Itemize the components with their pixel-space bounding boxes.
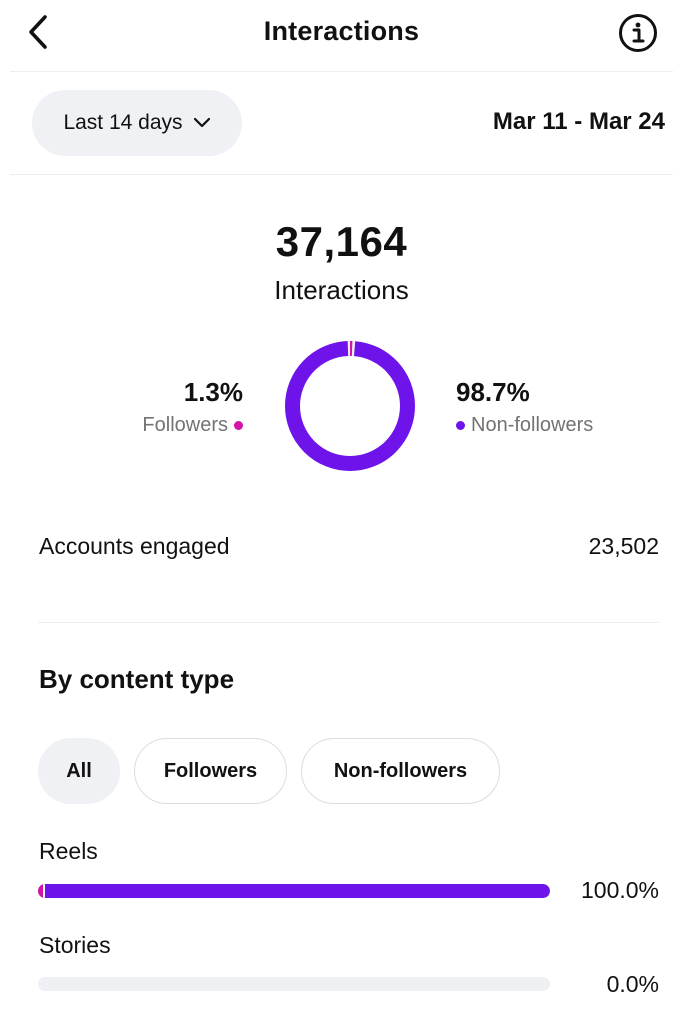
accounts-engaged-label: Accounts engaged: [39, 533, 230, 559]
chevron-down-icon: [193, 117, 211, 129]
filter-all-chip[interactable]: All: [38, 738, 120, 804]
non-followers-label: Non-followers: [471, 414, 594, 436]
period-divider: [10, 174, 673, 175]
non-followers-legend-dot: [456, 421, 465, 430]
period-label: Last 14 days: [63, 111, 183, 134]
section-divider: [38, 622, 659, 623]
followers-label: Followers: [142, 414, 228, 436]
followers-pct: 1.3%: [183, 377, 243, 407]
stories-bar: [38, 977, 550, 991]
info-icon: [618, 13, 658, 58]
total-interactions-label: Interactions: [274, 275, 409, 305]
reels-bar-non-followers-fill: [38, 884, 550, 898]
reels-label: Reels: [39, 838, 98, 864]
info-button[interactable]: [616, 13, 660, 57]
date-range: Mar 11 - Mar 24: [492, 108, 665, 135]
period-dropdown[interactable]: Last 14 days: [32, 90, 242, 156]
reels-bar: [38, 884, 550, 898]
total-interactions: 37,164: [275, 218, 408, 265]
followers-legend-dot: [234, 421, 243, 430]
followers-donut-chart: [285, 341, 415, 471]
filter-non-followers-chip[interactable]: Non-followers: [301, 738, 500, 804]
stories-pct: 0.0%: [606, 971, 659, 997]
header-divider: [10, 71, 673, 72]
accounts-engaged-value: 23,502: [588, 533, 659, 559]
back-button[interactable]: [18, 12, 58, 56]
header: Interactions: [0, 0, 683, 72]
non-followers-pct: 98.7%: [456, 377, 530, 407]
stories-label: Stories: [39, 932, 111, 958]
reels-bar-followers-fill: [38, 884, 45, 898]
chevron-left-icon: [27, 14, 49, 55]
page-title: Interactions: [263, 16, 420, 46]
non-followers-stat: 98.7% Non-followers: [456, 377, 593, 437]
donut-segment-followers: [285, 341, 415, 471]
reels-pct: 100.0%: [580, 877, 659, 903]
donut-segment-non-followers: [285, 341, 415, 471]
followers-stat: 1.3% Followers: [142, 377, 243, 437]
content-type-title: By content type: [39, 664, 235, 694]
filter-followers-chip[interactable]: Followers: [134, 738, 287, 804]
